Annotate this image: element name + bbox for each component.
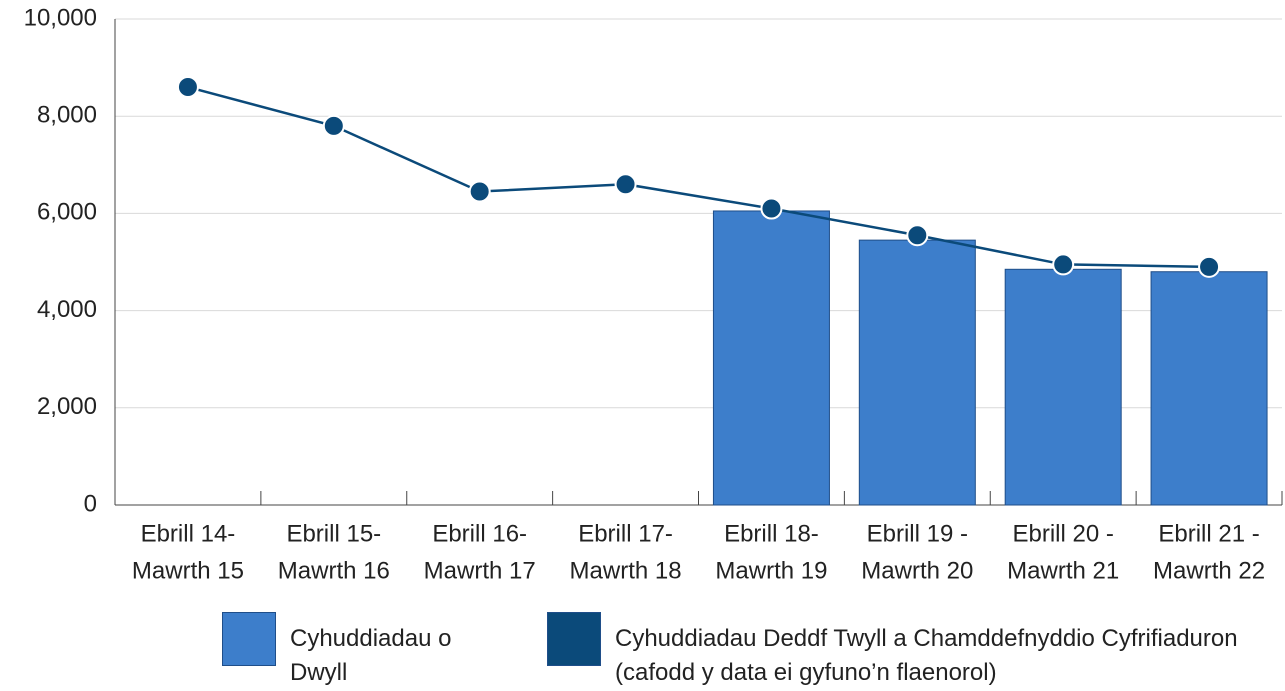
marker [322,114,345,137]
x-tick-label: Mawrth 19 [715,557,827,584]
marker [468,180,491,203]
x-tick-label: Ebrill 18- [724,520,819,547]
bar [858,239,976,506]
x-tick-label: Ebrill 21 - [1158,520,1259,547]
legend-swatch [547,612,601,666]
chart: 0 2,000 4,000 6,000 8,000 10,000 Ebrill 14- Maw… [24,4,1283,584]
line [187,85,1210,269]
y-tick-label: 10,000 [24,4,97,31]
y-tick-label: 8,000 [37,102,97,129]
bar [1150,271,1268,506]
legend: Cyhuddiadau o Dwyll Cyhuddiadau Deddf Twy… [0,610,1285,691]
marker [176,76,199,99]
y-tick-label: 4,000 [37,296,97,323]
x-tick-label: Ebrill 14- [141,520,236,547]
x-tick-label: Mawrth 16 [278,557,390,584]
legend-item: Cyhuddiadau Deddf Twyll a Chamddefnyddio… [547,612,1275,690]
x-tick-label: Mawrth 22 [1153,557,1265,584]
y-tick-label: 2,000 [37,393,97,420]
legend-label: Cyhuddiadau Deddf Twyll a Chamddefnyddio… [615,625,1238,686]
bar [1004,268,1122,506]
marker [614,173,637,196]
x-tick-label: Mawrth 15 [132,557,244,584]
x-tick-label: Ebrill 19 - [867,520,968,547]
legend-swatch [222,612,276,666]
x-tick-label: Ebrill 17- [578,520,673,547]
marker [1198,255,1221,278]
marker [1052,253,1075,276]
bar [712,210,830,506]
x-tick-label: Ebrill 16- [432,520,527,547]
x-tick-label: Mawrth 20 [861,557,973,584]
y-tick-label: 0 [84,490,97,517]
x-tick-label: Ebrill 20 - [1013,520,1114,547]
x-tick-label: Mawrth 18 [570,557,682,584]
x-tick-label: Mawrth 17 [424,557,536,584]
x-tick-label: Mawrth 21 [1007,557,1119,584]
marker [906,224,929,247]
y-tick-label: 6,000 [37,199,97,226]
x-tick-label: Ebrill 15- [286,520,381,547]
marker [760,197,783,220]
legend-item: Cyhuddiadau o Dwyll [222,612,500,690]
legend-label: Cyhuddiadau o Dwyll [290,625,452,686]
